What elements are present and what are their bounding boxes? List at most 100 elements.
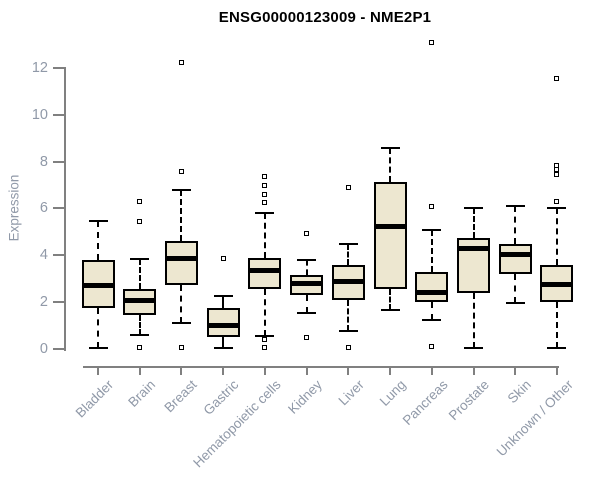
median-line-skin: [498, 251, 532, 257]
chart-title: ENSG00000123009 - NME2P1: [218, 9, 432, 26]
x-tick-label-brain: Brain: [125, 377, 159, 410]
outlier-point-kidney: [304, 230, 310, 236]
outlier-point-hematopoietic-cells: [262, 182, 268, 188]
whisker-lower-gastric: [222, 337, 225, 348]
whisker-cap-upper-gastric: [213, 295, 233, 298]
outlier-point-hematopoietic-cells: [262, 345, 268, 351]
whisker-cap-upper-liver: [338, 242, 358, 245]
whisker-cap-upper-kidney: [297, 259, 317, 262]
outlier-point-liver: [345, 345, 351, 351]
median-line-kidney: [290, 280, 324, 286]
whisker-cap-upper-bladder: [88, 220, 108, 223]
whisker-cap-lower-lung: [380, 309, 400, 312]
box-lung: [373, 181, 407, 290]
outlier-point-kidney: [304, 334, 310, 340]
x-axis-tick: [97, 366, 99, 375]
whisker-lower-lung: [389, 289, 392, 311]
y-axis-tick: [53, 66, 65, 69]
whisker-cap-upper-skin: [505, 205, 525, 208]
whisker-upper-gastric: [222, 296, 225, 308]
x-tick-label-gastric: Gastric: [200, 377, 242, 418]
whisker-cap-upper-breast: [171, 188, 191, 191]
y-axis-tick: [53, 348, 65, 350]
whisker-lower-skin: [514, 274, 517, 304]
median-line-unknown-other: [540, 282, 574, 288]
y-tick-label: 6: [39, 200, 48, 217]
whisker-lower-brain: [138, 315, 141, 335]
outlier-point-brain: [137, 218, 143, 224]
x-tick-label-lung: Lung: [376, 377, 409, 409]
median-line-gastric: [206, 323, 240, 329]
box-gastric: [206, 308, 240, 338]
outlier-point-unknown-other: [554, 162, 560, 168]
whisker-upper-skin: [514, 206, 517, 244]
box-skin: [498, 243, 532, 275]
whisker-cap-lower-pancreas: [422, 318, 442, 321]
whisker-upper-liver: [347, 243, 350, 265]
outlier-point-unknown-other: [554, 167, 560, 173]
whisker-cap-upper-brain: [130, 257, 150, 260]
outlier-point-breast: [178, 168, 184, 174]
whisker-cap-lower-kidney: [297, 311, 317, 314]
whisker-lower-breast: [180, 284, 183, 324]
whisker-lower-prostate: [472, 292, 475, 348]
outlier-point-breast: [178, 59, 184, 65]
x-axis-tick: [222, 366, 225, 375]
x-tick-label-liver: Liver: [335, 377, 367, 409]
y-axis-tick: [53, 254, 65, 257]
whisker-upper-brain: [138, 258, 141, 290]
whisker-upper-unknown-other: [555, 208, 558, 265]
whisker-cap-lower-bladder: [88, 346, 108, 349]
outlier-point-hematopoietic-cells: [262, 191, 268, 197]
median-line-breast: [164, 256, 198, 262]
box-pancreas: [415, 271, 449, 303]
x-tick-label-kidney: Kidney: [285, 377, 326, 417]
whisker-upper-hematopoietic-cells: [263, 213, 266, 258]
whisker-cap-lower-prostate: [464, 346, 484, 349]
x-tick-label-skin: Skin: [504, 377, 534, 407]
outlier-point-liver: [345, 184, 351, 190]
y-axis-line: [64, 66, 66, 351]
outlier-point-unknown-other: [554, 76, 560, 82]
whisker-upper-kidney: [305, 260, 308, 276]
whisker-cap-lower-unknown-other: [547, 346, 567, 349]
y-axis-tick: [53, 207, 65, 210]
median-line-lung: [373, 223, 407, 229]
outlier-point-pancreas: [429, 39, 435, 45]
outlier-point-breast: [178, 345, 184, 351]
whisker-cap-lower-gastric: [213, 346, 233, 349]
x-axis-tick: [472, 366, 475, 375]
median-line-liver: [331, 278, 365, 284]
outlier-point-brain: [137, 198, 143, 204]
y-axis-tick: [53, 113, 65, 116]
outlier-point-gastric: [220, 256, 226, 262]
whisker-lower-kidney: [305, 295, 308, 313]
median-line-pancreas: [415, 290, 449, 296]
box-hematopoietic-cells: [248, 257, 282, 290]
y-tick-label: 4: [39, 247, 48, 264]
whisker-cap-lower-skin: [505, 302, 525, 305]
x-axis-tick: [430, 366, 433, 375]
whisker-cap-lower-hematopoietic-cells: [255, 335, 275, 338]
whisker-upper-bladder: [97, 221, 99, 260]
x-axis-tick: [305, 366, 308, 375]
whisker-cap-upper-pancreas: [422, 228, 442, 231]
x-axis-tick: [180, 366, 183, 375]
whisker-cap-upper-lung: [380, 146, 400, 149]
x-tick-label-breast: Breast: [161, 377, 201, 416]
whisker-lower-unknown-other: [555, 302, 558, 348]
whisker-cap-upper-hematopoietic-cells: [255, 212, 275, 215]
outlier-point-pancreas: [429, 203, 435, 209]
whisker-cap-lower-liver: [338, 330, 358, 333]
outlier-point-unknown-other: [554, 198, 560, 204]
whisker-lower-hematopoietic-cells: [263, 289, 266, 337]
y-tick-label: 12: [31, 59, 48, 76]
whisker-upper-prostate: [472, 208, 475, 238]
whisker-cap-upper-prostate: [464, 207, 484, 210]
whisker-cap-upper-unknown-other: [547, 207, 567, 210]
outlier-point-hematopoietic-cells: [262, 174, 268, 180]
x-axis-tick: [347, 366, 350, 375]
whisker-cap-lower-breast: [171, 322, 191, 325]
y-tick-label: 0: [39, 341, 48, 357]
x-axis-tick: [138, 366, 141, 375]
